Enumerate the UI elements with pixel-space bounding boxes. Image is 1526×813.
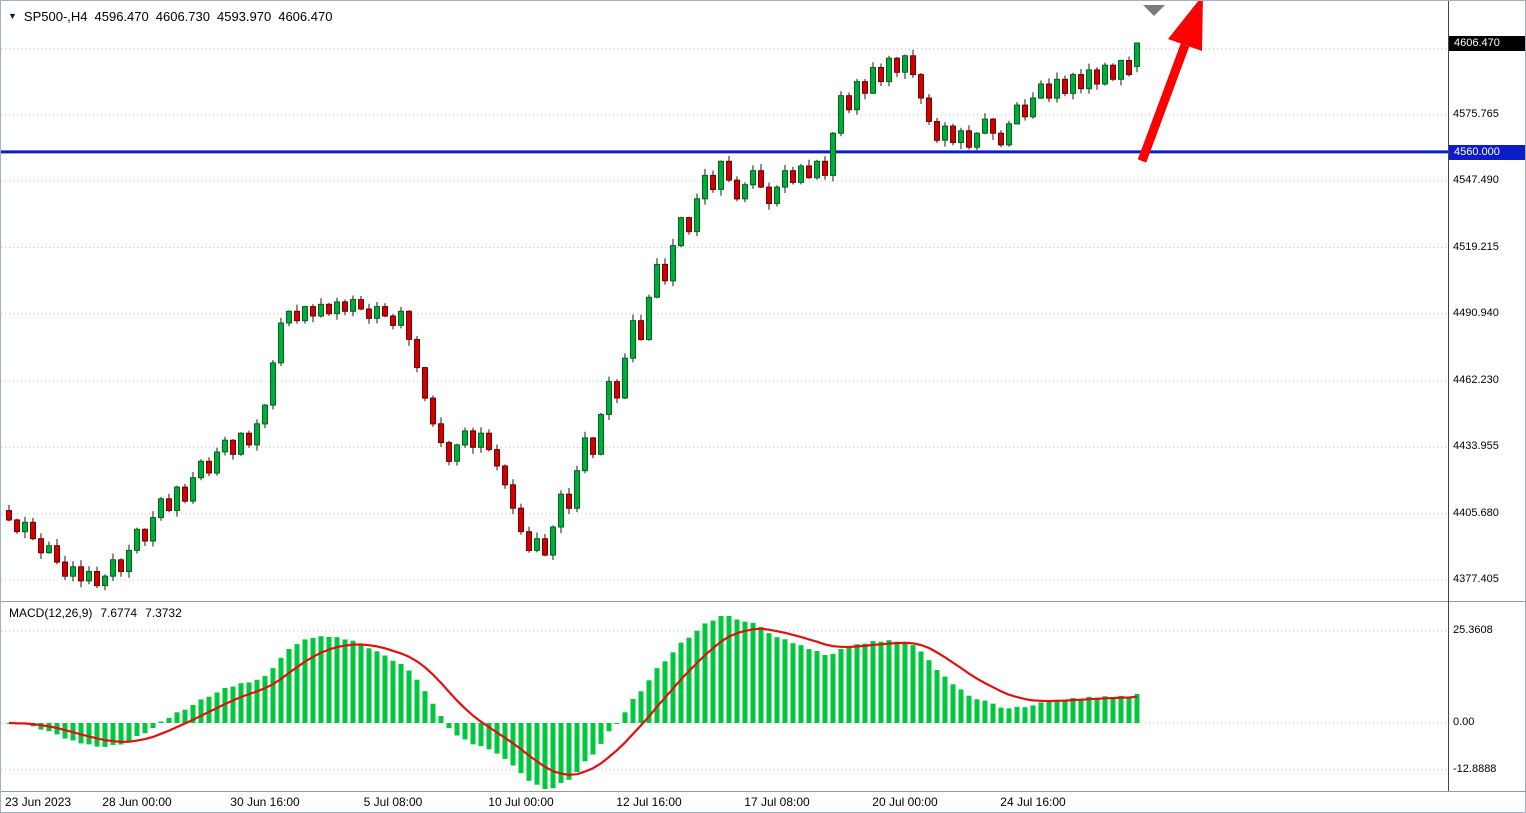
time-axis-label: 30 Jun 16:00 xyxy=(230,795,300,809)
hline-price-badge: 4560.000 xyxy=(1449,145,1525,160)
price-axis-tick: 4519.215 xyxy=(1453,240,1499,253)
macd-signal-line xyxy=(8,627,1138,776)
macd-axis-tick: -12.8888 xyxy=(1453,762,1497,775)
chart-header: ▼ SP500-,H4 4596.470 4606.730 4593.970 4… xyxy=(8,9,332,24)
price-axis-tick: 4547.490 xyxy=(1453,174,1499,187)
ohlc-close: 4606.470 xyxy=(278,9,333,24)
ohlc-low: 4593.970 xyxy=(216,9,272,24)
price-axis-tick: 4462.230 xyxy=(1453,374,1499,387)
time-axis-label: 5 Jul 08:00 xyxy=(363,795,423,809)
ohlc-open: 4596.470 xyxy=(94,9,149,24)
macd-value-signal: 7.3732 xyxy=(145,606,182,620)
chart-dropdown-icon[interactable]: ▼ xyxy=(8,10,17,21)
symbol-period-label: SP500-,H4 xyxy=(23,9,88,24)
macd-axis-tick: 25.3608 xyxy=(1453,624,1493,637)
price-axis-tick: 4490.940 xyxy=(1453,306,1499,319)
price-axis-tick: 4433.955 xyxy=(1453,440,1499,453)
macd-value-main: 7.6774 xyxy=(100,606,138,620)
time-axis-label: 10 Jul 00:00 xyxy=(488,795,554,809)
trend-arrow[interactable] xyxy=(1137,1,1203,163)
macd-name: MACD(12,26,9) xyxy=(9,606,93,620)
macd-histogram xyxy=(6,616,1140,789)
arrow-anchor-triangle-icon[interactable] xyxy=(1143,5,1165,16)
macd-axis-tick: 0.00 xyxy=(1453,716,1475,728)
price-axis-tick: 4575.765 xyxy=(1453,107,1499,120)
ohlc-high: 4606.730 xyxy=(155,9,210,24)
price-gridlines xyxy=(1,48,1448,581)
macd-indicator-label: MACD(12,26,9) 7.6774 7.3732 xyxy=(9,606,182,620)
time-axis-label: 24 Jul 16:00 xyxy=(1000,795,1066,809)
time-axis-label: 12 Jul 16:00 xyxy=(616,795,682,809)
time-axis-label: 17 Jul 08:00 xyxy=(744,795,810,809)
time-axis-label: 28 Jun 00:00 xyxy=(102,795,172,809)
time-axis-label: 23 Jun 2023 xyxy=(5,795,72,809)
time-axis-label: 20 Jul 00:00 xyxy=(872,795,938,809)
price-axis-tick: 4405.680 xyxy=(1453,506,1499,519)
price-axis-tick: 4377.405 xyxy=(1453,572,1499,585)
current-price-badge: 4606.470 xyxy=(1449,36,1525,51)
candles xyxy=(6,42,1140,591)
